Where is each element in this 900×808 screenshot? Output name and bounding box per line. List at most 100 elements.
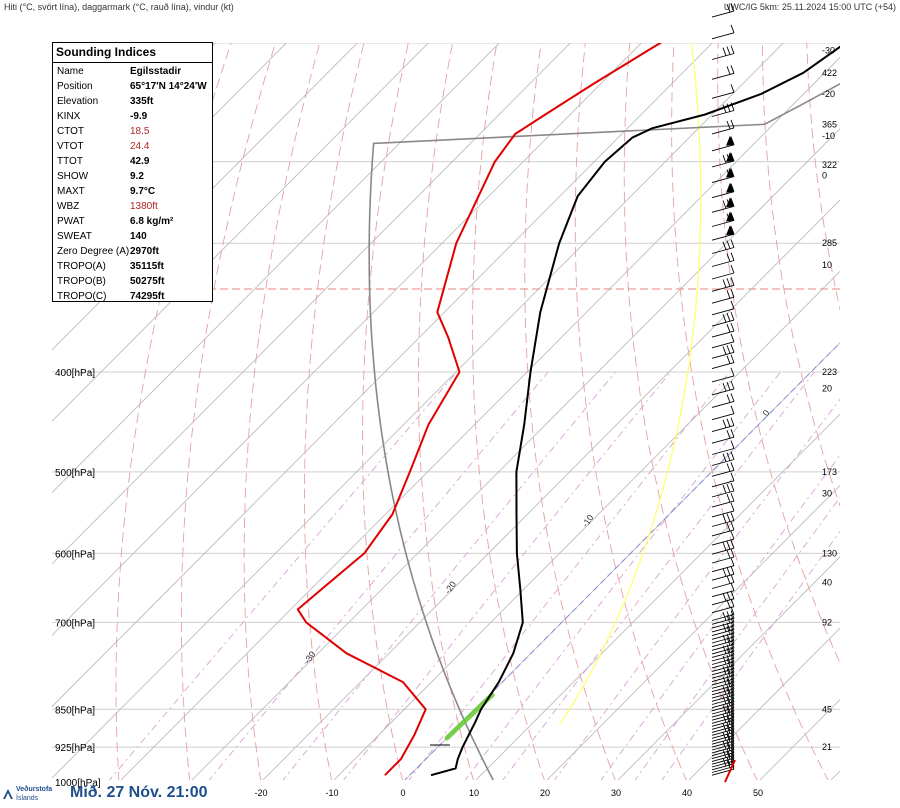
wind-barb [711,715,735,730]
index-value: 6.8 kg/m² [130,216,174,227]
barb-feather [730,344,735,353]
wind-barb [711,530,735,546]
barb-feather [726,120,731,130]
barb-staff [711,233,735,241]
barb-feather [730,367,735,377]
index-value: 18.5 [130,126,150,137]
wind-barb [711,167,735,184]
barb-feather [730,712,735,721]
barb-feather [722,382,727,392]
barb-feather [726,751,731,760]
wind-barb [711,135,735,152]
wind-barb [711,566,735,581]
barb-feather [726,756,731,766]
index-key: SHOW [57,171,89,182]
temperature-line [430,45,840,777]
barb-feather [726,313,731,322]
wind-barb [711,2,735,18]
barb-feather [722,419,727,428]
wind-barb [711,664,735,679]
barb-staff [711,72,735,80]
mixing-ratio-line [634,496,840,780]
barb-feather [730,119,735,129]
barb-staff [711,704,735,712]
barb-feather [730,664,735,673]
x-tick-label: -10 [325,788,338,798]
barb-pennant [726,211,734,222]
pressure-label: 850[hPa] [55,705,95,716]
right-axis-label: 285 [822,238,837,248]
barb-feather [730,24,735,33]
index-value: 1380ft [130,201,158,212]
barb-staff [711,400,735,408]
isotherm-line [333,270,840,780]
wind-barb [711,380,735,396]
barb-feather [730,540,735,549]
wind-barb [711,548,735,564]
barb-feather [730,738,735,748]
barb-feather [722,676,727,685]
barb-staff [711,362,735,370]
barb-staff [711,754,735,762]
barb-staff [711,272,735,280]
indices-table: Name Egilsstadir Position 65°17'N 14°24'W El… [57,64,207,304]
right-axis-label: 422 [822,68,837,78]
barb-staff [711,53,735,60]
barb-feather [722,279,727,288]
barb-feather [730,610,735,619]
wind-barb [711,119,735,135]
barb-staff [711,713,735,721]
wind-barb [711,225,735,241]
mixing-ratio-line [661,530,840,780]
barb-feather [726,324,731,333]
barb-staff [711,643,735,651]
barb-staff [711,658,735,665]
barb-feather [730,677,735,686]
barb-staff [711,681,735,689]
barb-feather [730,289,735,298]
barb-feather [722,723,727,732]
barb-staff [711,737,735,745]
barb-feather [726,240,731,249]
barb-feather [730,198,735,207]
barb-feather [726,103,731,112]
wind-barb [711,429,735,444]
wind-barb [711,482,735,498]
barb-feather [726,549,731,559]
barb-staff [711,538,735,546]
barb-feather [726,513,731,522]
isotherm-line [475,413,840,780]
barb-staff [711,375,735,383]
barb-pennant [726,135,734,146]
wind-barb [711,289,735,304]
right-axis-label: 92 [822,617,832,627]
barb-feather [726,355,731,364]
mixing-ratio-line [502,371,815,780]
mixing-ratio-line [343,371,671,780]
logo-text-2: Íslands [16,795,39,802]
barb-feather [726,742,731,751]
barb-staff [711,668,735,676]
right-axis-label: 0 [822,171,827,181]
wind-barb [711,540,735,555]
barb-feather [730,429,735,438]
barb-feather [730,152,735,162]
wind-barb [711,367,735,383]
barb-pennant [726,197,734,208]
barb-staff [711,757,735,765]
barb-feather [722,666,727,675]
barb-staff [711,308,735,316]
barb-feather [726,599,731,608]
barb-staff [711,205,735,213]
barb-feather [730,102,735,111]
barb-staff [711,490,735,498]
dry-adiabat [761,43,840,508]
x-tick-label: 20 [540,788,550,798]
x-tick-label: 0 [400,788,405,798]
barb-feather [722,757,727,767]
barb-feather [722,714,727,723]
wind-barb [711,451,735,466]
barb-staff [711,752,735,760]
barb-feather [726,46,731,55]
barb-staff [711,500,735,508]
